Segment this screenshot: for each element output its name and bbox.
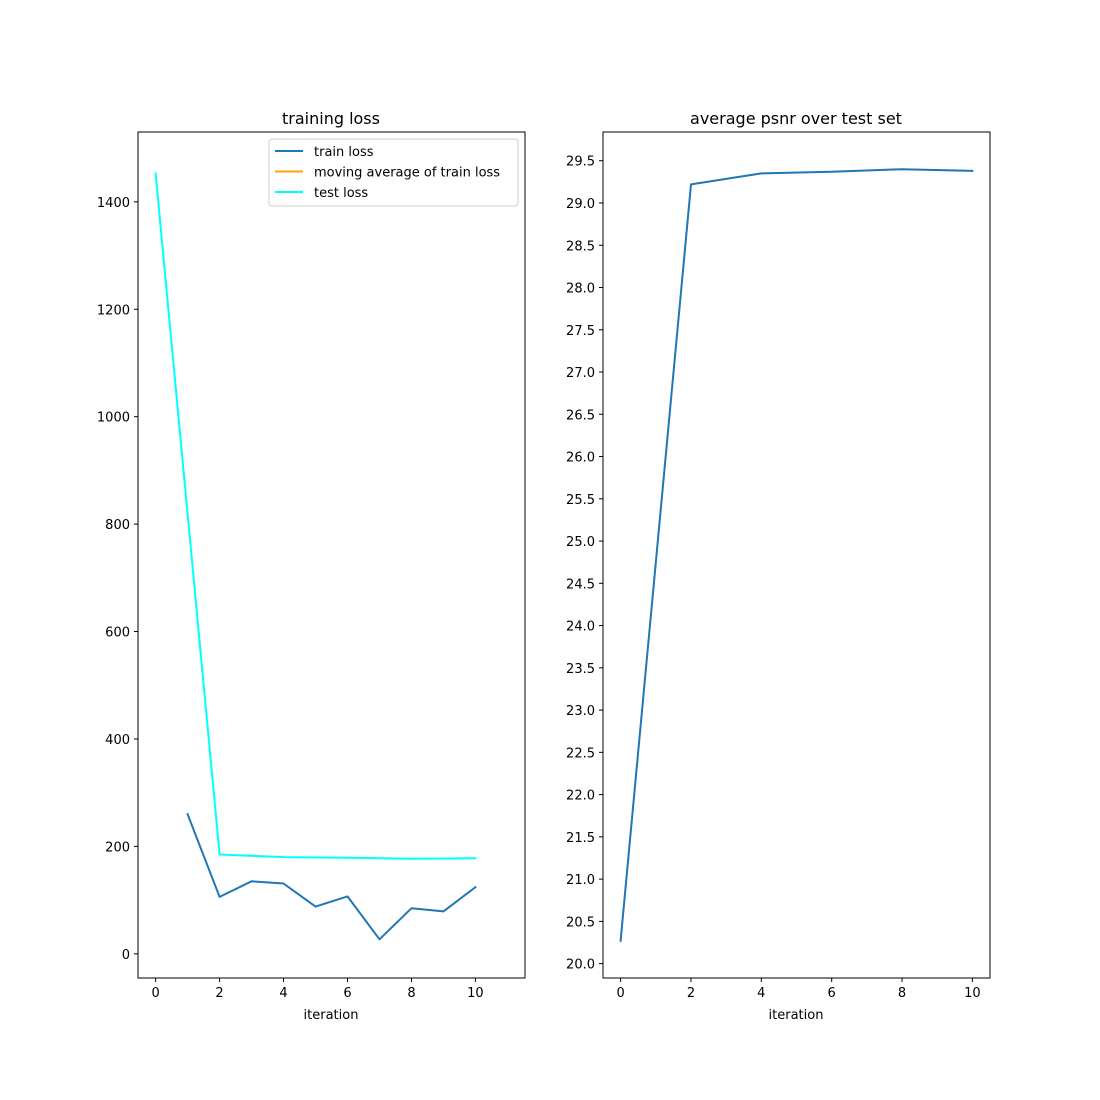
training-loss-panel: training loss iteration 0 2 4 6 8 10 0 200 400 60…: [97, 109, 526, 1023]
y-tick-label: 29.0: [566, 197, 595, 212]
y-tick-label: 0: [122, 948, 130, 963]
x-tick-label: 4: [757, 986, 765, 1001]
x-tick-label: 0: [151, 986, 159, 1001]
x-tick-label: 6: [343, 986, 351, 1001]
x-tick-label: 0: [616, 986, 624, 1001]
x-tick-label: 8: [898, 986, 906, 1001]
y-tick-label: 25.0: [566, 535, 595, 550]
y-tick-label: 22.0: [566, 789, 595, 804]
series-line-test-loss: [154, 172, 477, 860]
y-tick-label: 1000: [97, 411, 130, 426]
y-tick-label: 27.5: [566, 324, 595, 339]
x-tick-label: 2: [687, 986, 695, 1001]
y-tick-label: 21.0: [566, 873, 595, 888]
series-line-psnr: [619, 168, 974, 942]
y-tick-label: 800: [105, 518, 130, 533]
legend-label-moving-average-of-train-loss: moving average of train loss: [314, 166, 500, 181]
y-tick-label: 1400: [97, 196, 130, 211]
y-tick-label: 600: [105, 626, 130, 641]
x-tick-label: 10: [964, 986, 981, 1001]
y-tick-label: 21.5: [566, 831, 595, 846]
y-tick-label: 23.0: [566, 704, 595, 719]
legend: train loss moving average of train loss te…: [268, 138, 519, 207]
y-tick-label: 400: [105, 733, 130, 748]
y-tick-label: 26.5: [566, 408, 595, 423]
y-tick-label: 27.0: [566, 366, 595, 381]
y-tick-label: 20.5: [566, 915, 595, 930]
y-tick-label: 22.5: [566, 746, 595, 761]
x-tick-label: 10: [467, 986, 484, 1001]
y-tick-label: 1200: [97, 303, 130, 318]
y-tick-label: 28.5: [566, 239, 595, 254]
y-tick-label: 25.5: [566, 493, 595, 508]
y-tick-label: 29.5: [566, 155, 595, 170]
training-loss-xlabel: iteration: [304, 1008, 359, 1023]
legend-label-train-loss: train loss: [314, 145, 374, 160]
x-tick-label: 8: [407, 986, 415, 1001]
y-tick-label: 200: [105, 840, 130, 855]
y-tick-label: 24.0: [566, 620, 595, 635]
y-tick-label: 23.5: [566, 662, 595, 677]
series-line-train-loss: [186, 812, 477, 941]
x-tick-label: 2: [215, 986, 223, 1001]
training-loss-title: training loss: [282, 109, 380, 128]
plot-frame: [602, 131, 991, 979]
psnr-title: average psnr over test set: [690, 109, 902, 128]
x-tick-label: 4: [279, 986, 287, 1001]
y-tick-label: 28.0: [566, 282, 595, 297]
legend-box: [268, 138, 519, 207]
y-tick-label: 26.0: [566, 451, 595, 466]
y-tick-label: 24.5: [566, 577, 595, 592]
legend-label-test-loss: test loss: [314, 186, 368, 201]
psnr-xlabel: iteration: [769, 1008, 824, 1023]
plot-frame: [137, 131, 526, 979]
x-tick-label: 6: [828, 986, 836, 1001]
y-tick-label: 20.0: [566, 958, 595, 973]
